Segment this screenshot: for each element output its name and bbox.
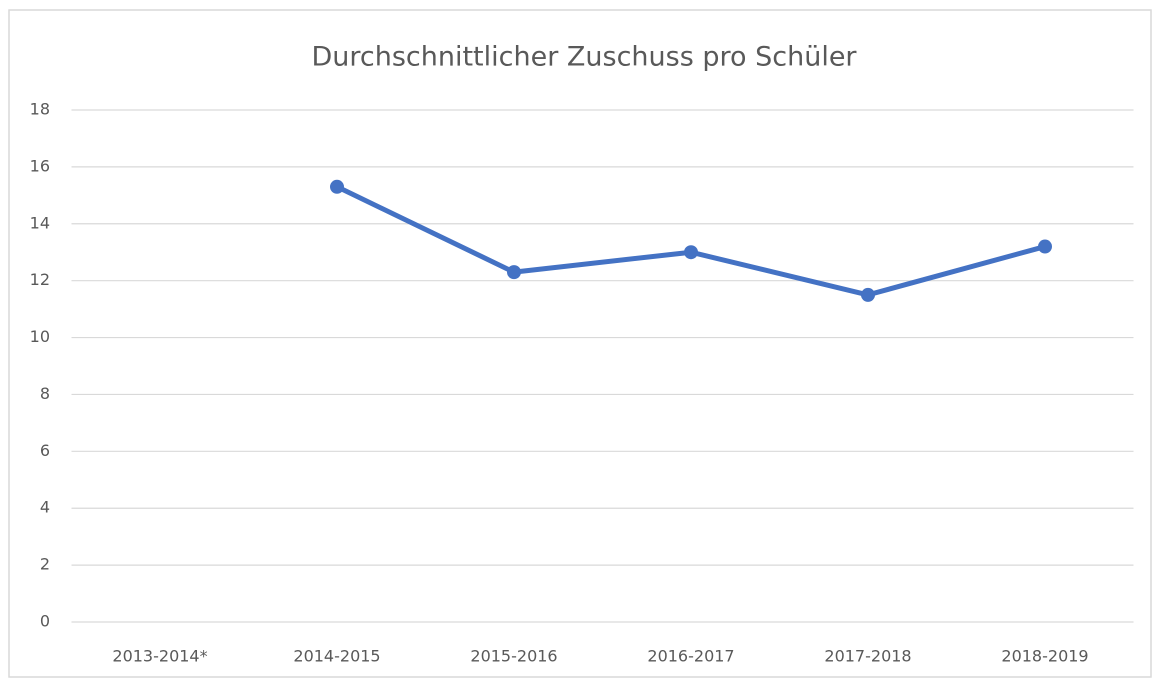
x-tick-label: 2016-2017: [647, 647, 734, 666]
y-tick-label: 4: [40, 498, 50, 517]
x-tick-label: 2015-2016: [470, 647, 557, 666]
y-tick-label: 14: [30, 213, 50, 232]
x-tick-label: 2018-2019: [1001, 647, 1088, 666]
marker: [861, 287, 875, 302]
y-tick-label: 16: [30, 156, 50, 175]
marker: [1038, 239, 1052, 254]
x-tick-label: 2013-2014*: [112, 647, 207, 666]
marker: [330, 179, 344, 194]
chart-title: Durchschnittlicher Zuschuss pro Schüler: [311, 42, 857, 73]
x-tick-label: 2014-2015: [293, 647, 380, 666]
y-tick-label: 6: [40, 441, 50, 460]
x-tick-label: 2017-2018: [824, 647, 911, 666]
marker: [684, 245, 698, 260]
marker: [507, 265, 521, 280]
y-tick-label: 10: [30, 327, 50, 346]
y-tick-label: 8: [40, 384, 50, 403]
y-tick-label: 12: [30, 270, 50, 289]
y-tick-label: 2: [40, 555, 50, 574]
y-tick-label: 0: [40, 612, 50, 631]
chart-border: [8, 9, 1152, 678]
y-tick-label: 18: [30, 100, 50, 119]
